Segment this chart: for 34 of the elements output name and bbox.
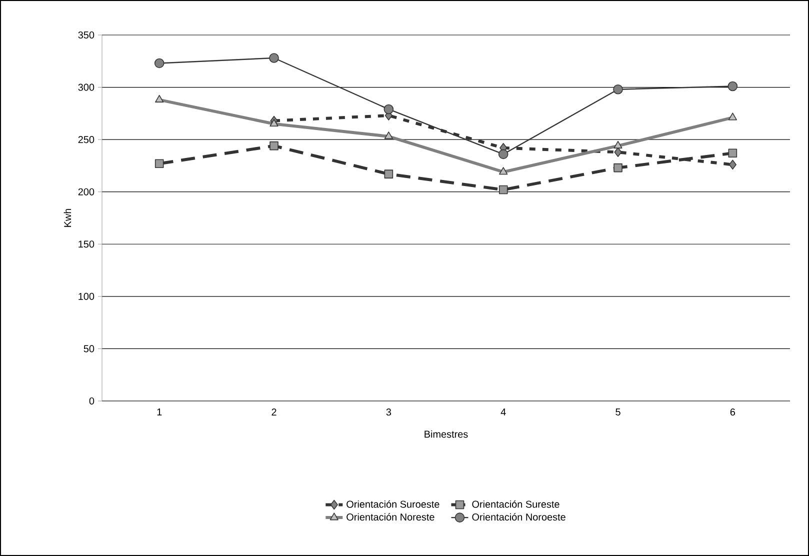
y-tick-label: 0 [89, 397, 94, 405]
y-axis-title: Kwh [64, 208, 72, 227]
point [269, 53, 279, 63]
point [614, 163, 622, 172]
y-tick-label: 350 [78, 31, 94, 39]
point [154, 58, 164, 68]
y-tick-label: 100 [78, 292, 94, 300]
y-tick-label: 300 [78, 84, 94, 91]
y-tick-label: 250 [78, 136, 94, 144]
legend-label: Orientación Noreste [346, 513, 434, 521]
point [270, 141, 278, 150]
point [498, 149, 508, 160]
point [384, 104, 394, 114]
point [613, 84, 623, 94]
point [498, 185, 508, 194]
x-tick-label: 6 [730, 408, 736, 416]
x-tick-label: 2 [272, 408, 276, 416]
point [154, 159, 164, 168]
legend-label: Orientación Noroeste [472, 513, 566, 521]
y-tick-label: 150 [78, 240, 94, 248]
x-tick-label: 1 [157, 408, 162, 416]
point [728, 148, 738, 158]
legend-label: Orientación Sureste [472, 500, 560, 508]
point [728, 81, 738, 92]
point [614, 147, 622, 158]
point [384, 170, 394, 178]
x-tick-label: 4 [500, 408, 506, 416]
x-tick-label: 5 [616, 408, 620, 416]
y-tick-label: 200 [78, 188, 94, 196]
x-axis-title: Bimestres [424, 430, 468, 438]
x-tick-label: 3 [386, 408, 392, 416]
point [728, 160, 736, 170]
legend-label: Orientación Suroeste [346, 500, 440, 508]
y-tick-label: 50 [84, 345, 94, 352]
